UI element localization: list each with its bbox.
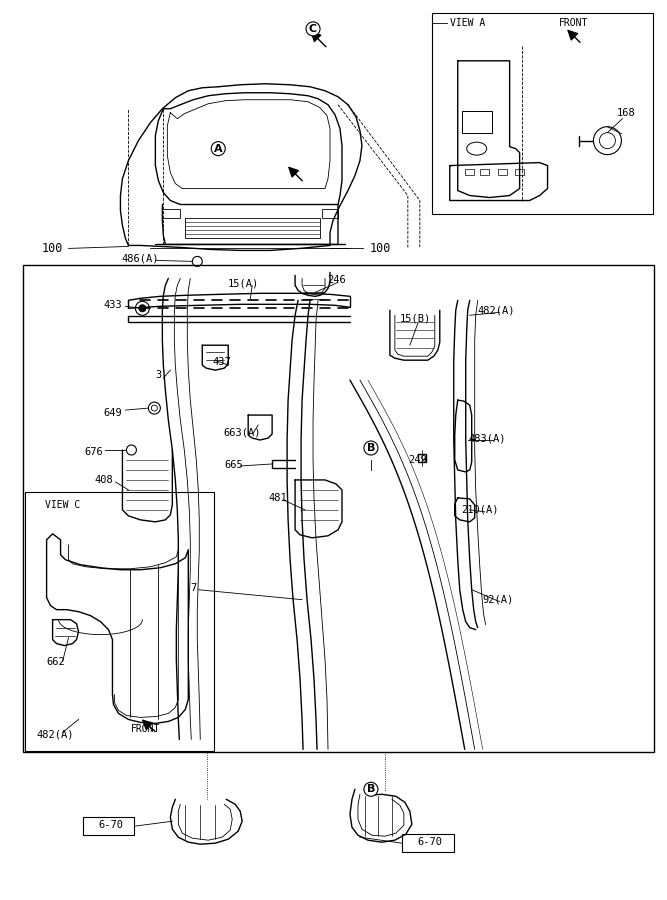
Bar bbox=[83, 817, 135, 835]
Text: 92(A): 92(A) bbox=[482, 595, 514, 605]
Circle shape bbox=[139, 305, 146, 311]
Text: 437: 437 bbox=[213, 357, 231, 367]
Bar bbox=[498, 168, 507, 175]
Text: 482(A): 482(A) bbox=[37, 729, 74, 740]
Text: FRONT: FRONT bbox=[559, 18, 588, 28]
Text: 676: 676 bbox=[84, 447, 103, 457]
Text: 15(A): 15(A) bbox=[227, 278, 259, 288]
Text: 249: 249 bbox=[408, 455, 427, 465]
Text: 6-70: 6-70 bbox=[418, 837, 442, 847]
Text: VIEW A: VIEW A bbox=[450, 18, 486, 28]
Text: 663(A): 663(A) bbox=[223, 427, 261, 437]
Bar bbox=[462, 111, 492, 132]
Text: 408: 408 bbox=[94, 475, 113, 485]
Text: 662: 662 bbox=[46, 657, 65, 667]
Text: B: B bbox=[367, 443, 375, 453]
Bar bbox=[480, 168, 489, 175]
Bar bbox=[23, 266, 654, 752]
Text: 665: 665 bbox=[225, 460, 243, 470]
Text: 483(A): 483(A) bbox=[469, 433, 506, 443]
Text: 3: 3 bbox=[155, 370, 161, 380]
Text: 100: 100 bbox=[370, 242, 391, 255]
Text: 246: 246 bbox=[327, 275, 346, 285]
Bar bbox=[432, 13, 654, 214]
Bar bbox=[402, 834, 454, 852]
Bar bbox=[465, 168, 474, 175]
Text: 481: 481 bbox=[269, 493, 287, 503]
Text: 7: 7 bbox=[190, 582, 196, 593]
Bar bbox=[322, 209, 338, 219]
Text: 486(A): 486(A) bbox=[121, 254, 159, 264]
Text: C: C bbox=[309, 24, 317, 34]
Text: B: B bbox=[367, 784, 375, 795]
Text: 433: 433 bbox=[103, 301, 122, 310]
Bar bbox=[162, 209, 180, 219]
Bar bbox=[515, 168, 524, 175]
Text: VIEW C: VIEW C bbox=[45, 500, 80, 510]
Text: 210(A): 210(A) bbox=[461, 505, 498, 515]
Text: 482(A): 482(A) bbox=[478, 305, 516, 315]
Text: 100: 100 bbox=[42, 242, 63, 255]
Bar bbox=[25, 492, 214, 752]
Text: FRONT: FRONT bbox=[131, 724, 160, 734]
Text: 168: 168 bbox=[617, 108, 636, 118]
Text: 649: 649 bbox=[103, 408, 122, 418]
Text: 6-70: 6-70 bbox=[98, 820, 123, 830]
Text: A: A bbox=[214, 144, 223, 154]
Text: 15(B): 15(B) bbox=[400, 313, 432, 323]
